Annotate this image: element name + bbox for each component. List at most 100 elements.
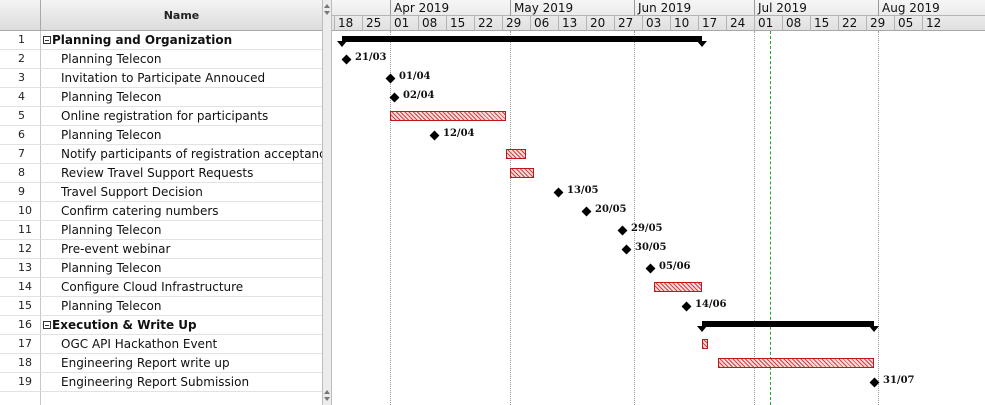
task-name-text: Planning Telecon [61, 223, 162, 237]
week-label: 08 [782, 15, 801, 31]
table-row[interactable]: 12 Pre-event webinar [0, 240, 322, 259]
milestone-date-label: 20/05 [595, 204, 627, 215]
table-row[interactable]: 11 Planning Telecon [0, 221, 322, 240]
milestone-date-label: 13/05 [567, 185, 599, 196]
table-row[interactable]: 10 Confirm catering numbers [0, 202, 322, 221]
table-row[interactable]: 16 Execution & Write Up [0, 316, 322, 335]
row-number: 6 [0, 126, 41, 145]
week-label: 08 [418, 15, 437, 31]
table-row[interactable]: 15 Planning Telecon [0, 297, 322, 316]
table-row[interactable]: 1 Planning and Organization [0, 31, 322, 50]
task-name[interactable]: Planning Telecon [41, 88, 322, 107]
table-row[interactable]: 8 Review Travel Support Requests [0, 164, 322, 183]
pane-splitter[interactable] [322, 0, 332, 405]
empty-row [0, 392, 322, 405]
milestone-diamond[interactable] [645, 263, 655, 274]
week-label: 13 [558, 15, 577, 31]
row-number: 2 [0, 50, 41, 69]
collapse-down-icon[interactable] [324, 11, 330, 15]
task-name-text: Planning and Organization [52, 33, 233, 47]
week-label: 24 [726, 15, 745, 31]
summary-task-name[interactable]: Planning and Organization [41, 31, 322, 50]
task-name[interactable]: Invitation to Participate Annouced [41, 69, 322, 88]
task-name[interactable]: Planning Telecon [41, 50, 322, 69]
task-bar[interactable] [702, 339, 708, 349]
timescale-divider [332, 15, 985, 16]
week-label: 29 [502, 15, 521, 31]
collapse-toggle-icon[interactable] [43, 320, 51, 329]
month-gridline [390, 31, 391, 405]
today-line [770, 31, 771, 405]
row-number-header[interactable] [0, 0, 41, 31]
task-bar[interactable] [390, 111, 506, 121]
milestone-diamond[interactable] [341, 54, 351, 65]
table-row[interactable]: 17 OGC API Hackathon Event [0, 335, 322, 354]
summary-start-marker [337, 41, 347, 47]
task-name[interactable]: Planning Telecon [41, 297, 322, 316]
summary-task-name[interactable]: Execution & Write Up [41, 316, 322, 335]
row-number: 1 [0, 31, 41, 50]
task-name[interactable]: Online registration for participants [41, 107, 322, 126]
task-name[interactable]: Notify participants of registration acce… [41, 145, 322, 164]
milestone-diamond[interactable] [617, 225, 627, 236]
scroll-up-icon[interactable] [324, 390, 330, 394]
milestone-diamond[interactable] [553, 187, 563, 198]
task-name[interactable]: Planning Telecon [41, 221, 322, 240]
task-name-text: OGC API Hackathon Event [61, 337, 218, 351]
task-bar[interactable] [506, 149, 526, 159]
task-name[interactable]: Planning Telecon [41, 259, 322, 278]
week-label: 20 [586, 15, 605, 31]
collapse-toggle-icon[interactable] [43, 35, 51, 44]
task-name-text: Planning Telecon [61, 128, 162, 142]
gantt-timeline: Apr 2019 May 2019 Jun 2019 Jul 2019 Aug 2019… [332, 0, 985, 405]
task-name[interactable]: Confirm catering numbers [41, 202, 322, 221]
task-name[interactable]: Review Travel Support Requests [41, 164, 322, 183]
task-name-text: Engineering Report Submission [61, 375, 250, 389]
task-name[interactable]: Configure Cloud Infrastructure [41, 278, 322, 297]
row-number: 17 [0, 335, 41, 354]
milestone-date-label: 31/07 [883, 375, 915, 386]
task-name-text: Review Travel Support Requests [61, 166, 254, 180]
task-name[interactable]: Engineering Report write up [41, 354, 322, 373]
task-bar[interactable] [510, 168, 534, 178]
milestone-diamond[interactable] [385, 73, 395, 84]
task-name-text: Planning Telecon [61, 261, 162, 275]
table-row[interactable]: 5 Online registration for participants [0, 107, 322, 126]
task-bar[interactable] [718, 358, 874, 368]
milestone-date-label: 12/04 [443, 128, 475, 139]
table-row[interactable]: 4 Planning Telecon [0, 88, 322, 107]
milestone-diamond[interactable] [681, 301, 691, 312]
table-row[interactable]: 7 Notify participants of registration acc… [0, 145, 322, 164]
task-name[interactable]: Pre-event webinar [41, 240, 322, 259]
week-label: 17 [698, 15, 717, 31]
table-row[interactable]: 19 Engineering Report Submission [0, 373, 322, 392]
name-column-header[interactable]: Name [41, 0, 322, 31]
table-row[interactable]: 14 Configure Cloud Infrastructure [0, 278, 322, 297]
collapse-up-icon[interactable] [324, 4, 330, 8]
table-row[interactable]: 2 Planning Telecon [0, 50, 322, 69]
task-name[interactable]: Engineering Report Submission [41, 373, 322, 392]
scroll-down-icon[interactable] [324, 397, 330, 401]
task-name[interactable]: Travel Support Decision [41, 183, 322, 202]
table-row[interactable]: 18 Engineering Report write up [0, 354, 322, 373]
week-label: 22 [474, 15, 493, 31]
table-row[interactable]: 9 Travel Support Decision [0, 183, 322, 202]
row-number: 12 [0, 240, 41, 259]
week-label: 06 [530, 15, 549, 31]
table-row[interactable]: 6 Planning Telecon [0, 126, 322, 145]
table-row[interactable]: 13 Planning Telecon [0, 259, 322, 278]
task-name[interactable]: OGC API Hackathon Event [41, 335, 322, 354]
task-name[interactable]: Planning Telecon [41, 126, 322, 145]
summary-bar[interactable] [702, 321, 874, 327]
table-row[interactable]: 3 Invitation to Participate Annouced [0, 69, 322, 88]
task-bar[interactable] [654, 282, 702, 292]
milestone-date-label: 01/04 [399, 71, 431, 82]
milestone-diamond[interactable] [581, 206, 591, 217]
row-number: 18 [0, 354, 41, 373]
milestone-diamond[interactable] [429, 130, 439, 141]
milestone-diamond[interactable] [621, 244, 631, 255]
month-label: May 2019 [510, 0, 573, 16]
milestone-date-label: 14/06 [695, 299, 727, 310]
row-number: 5 [0, 107, 41, 126]
summary-bar[interactable] [342, 36, 702, 42]
